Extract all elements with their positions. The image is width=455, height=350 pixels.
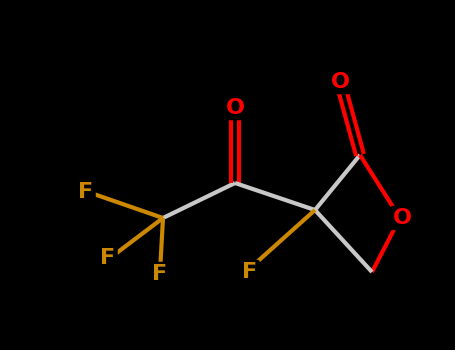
Text: O: O (393, 208, 411, 228)
Text: O: O (330, 72, 349, 92)
Text: F: F (152, 264, 167, 284)
Text: O: O (226, 98, 244, 118)
Text: F: F (101, 248, 116, 268)
Text: F: F (243, 262, 258, 282)
Text: F: F (78, 182, 94, 202)
